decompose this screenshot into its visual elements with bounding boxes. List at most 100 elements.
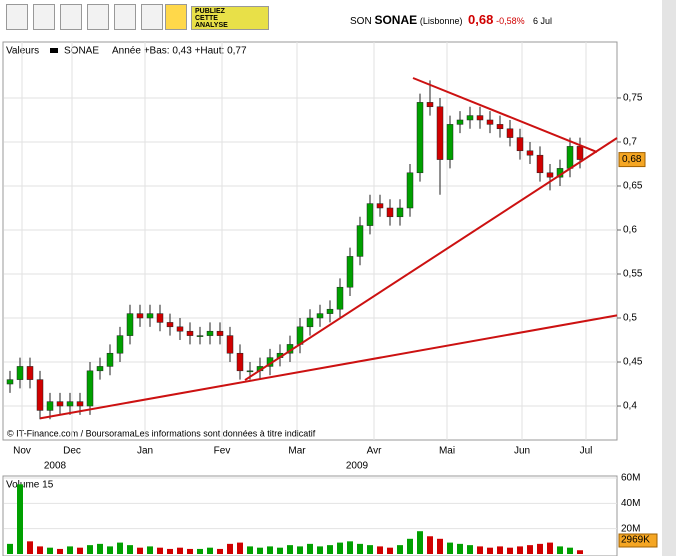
- price-tag: [618, 152, 646, 168]
- volume-bar: [187, 548, 193, 554]
- volume-bar: [397, 545, 403, 554]
- volume-bar: [247, 546, 253, 554]
- candle-body: [206, 330, 214, 336]
- legend-swatch: [50, 48, 58, 53]
- candle-body: [326, 308, 334, 314]
- volume-bar: [37, 546, 43, 554]
- candle-body: [386, 207, 394, 218]
- volume-bar: [217, 548, 223, 554]
- publish-button[interactable]: PUBLIEZ CETTE ANALYSE: [191, 6, 269, 30]
- trendline: [244, 137, 618, 381]
- volume-bar: [137, 547, 143, 554]
- delete-tool[interactable]: [165, 4, 187, 30]
- legend-series: SONAE: [64, 46, 99, 57]
- x-tick-label: Jun: [514, 446, 530, 457]
- candle-body: [396, 207, 404, 218]
- y-tick-label: 0,75: [623, 93, 643, 104]
- volume-bar: [97, 543, 103, 554]
- volume-bar: [497, 546, 503, 554]
- name: SONAE: [374, 13, 418, 27]
- year-label: 2008: [44, 461, 67, 472]
- volume-bar: [467, 545, 473, 554]
- candle-body: [156, 313, 164, 323]
- fan-tool[interactable]: [141, 4, 163, 30]
- market: (Lisbonne): [419, 16, 463, 26]
- line-tool[interactable]: [33, 4, 55, 30]
- price: 0,68: [468, 12, 494, 27]
- candle-body: [446, 124, 454, 160]
- candle-body: [456, 119, 464, 125]
- plot-frame: [2, 41, 618, 441]
- candle-body: [196, 335, 204, 337]
- candle-body: [236, 352, 244, 372]
- price-tag-label: 0,68: [622, 154, 642, 165]
- candle-body: [216, 330, 224, 336]
- volume-bar: [297, 546, 303, 554]
- prefix: SON: [350, 16, 372, 27]
- candle-body: [146, 313, 154, 319]
- x-tick-label: Jan: [137, 446, 153, 457]
- volume-bar: [327, 545, 333, 554]
- candle-body: [126, 313, 134, 336]
- volume-bar: [197, 548, 203, 554]
- volume-title: Volume 15: [6, 480, 54, 491]
- volume-bar: [377, 546, 383, 554]
- volume-bar: [527, 545, 533, 554]
- candle-body: [526, 150, 534, 156]
- candle-body: [416, 102, 424, 174]
- volume-bar: [207, 547, 213, 554]
- candle-body: [66, 401, 74, 407]
- volume-bar: [517, 546, 523, 554]
- year-label: 2009: [346, 461, 369, 472]
- volume-bar: [387, 547, 393, 554]
- trendline: [412, 77, 598, 153]
- volume-bar: [307, 543, 313, 554]
- credit: © IT-Finance.com / BoursoramaLes informa…: [7, 428, 316, 438]
- x-tick-label: Jul: [580, 446, 593, 457]
- candle-body: [376, 203, 384, 209]
- x-tick-label: Avr: [367, 446, 382, 457]
- volume-bar: [537, 543, 543, 554]
- legend-label: Valeurs: [6, 46, 39, 57]
- volume-bar: [417, 531, 423, 554]
- candle-body: [336, 286, 344, 310]
- volume-bar: [287, 545, 293, 554]
- volume-bar: [237, 542, 243, 554]
- volume-bar: [577, 550, 583, 554]
- y-tick-label: 20M: [621, 523, 640, 534]
- volume-bar: [267, 546, 273, 554]
- volume-bar: [147, 546, 153, 554]
- channel-tool[interactable]: [114, 4, 136, 30]
- zoom-tool[interactable]: [6, 4, 28, 30]
- volume-bar: [27, 541, 33, 554]
- indicator-tool[interactable]: [87, 4, 109, 30]
- volume-bar: [347, 541, 353, 554]
- candle-body: [366, 203, 374, 226]
- volume-bar: [47, 547, 53, 554]
- volume-bar: [107, 546, 113, 554]
- volume-bar: [167, 548, 173, 554]
- candle-body: [516, 137, 524, 152]
- candle-body: [506, 128, 514, 138]
- volume-bar: [77, 547, 83, 554]
- hline-tool[interactable]: [60, 4, 82, 30]
- volume-bar: [457, 543, 463, 554]
- volume-bar: [67, 546, 73, 554]
- candle-body: [176, 326, 184, 332]
- volume-bar: [57, 548, 63, 554]
- candle-body: [96, 366, 104, 372]
- x-tick-label: Mai: [439, 446, 455, 457]
- button-text: ANALYSE: [195, 22, 228, 29]
- candle-body: [316, 313, 324, 319]
- candle-body: [486, 119, 494, 125]
- candle-body: [466, 115, 474, 121]
- candle-body: [406, 172, 414, 209]
- y-tick-label: 0,45: [623, 357, 643, 368]
- candle-body: [106, 352, 114, 367]
- candle-body: [426, 102, 434, 108]
- y-tick-label: 0,65: [623, 181, 643, 192]
- volume-bar: [117, 542, 123, 554]
- button-text: PUBLIEZ: [195, 8, 225, 15]
